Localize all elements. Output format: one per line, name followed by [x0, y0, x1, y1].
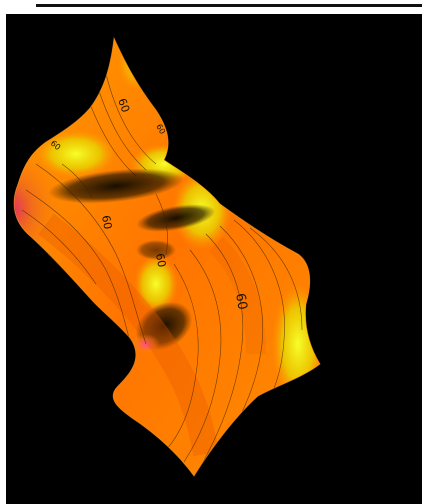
contour-label: 60: [154, 123, 167, 136]
contour-label: 60: [232, 292, 250, 311]
contour-label: 60: [153, 252, 168, 268]
contour-label: 60: [115, 97, 132, 115]
contour-label: 60: [99, 214, 114, 230]
contour-labels: 60 60 60 60 60 60: [49, 97, 250, 311]
plot-viewport: 60 60 60 60 60 60: [6, 14, 422, 504]
surface-plot[interactable]: 60 60 60 60 60 60: [6, 14, 422, 504]
top-border-line: [36, 4, 422, 7]
